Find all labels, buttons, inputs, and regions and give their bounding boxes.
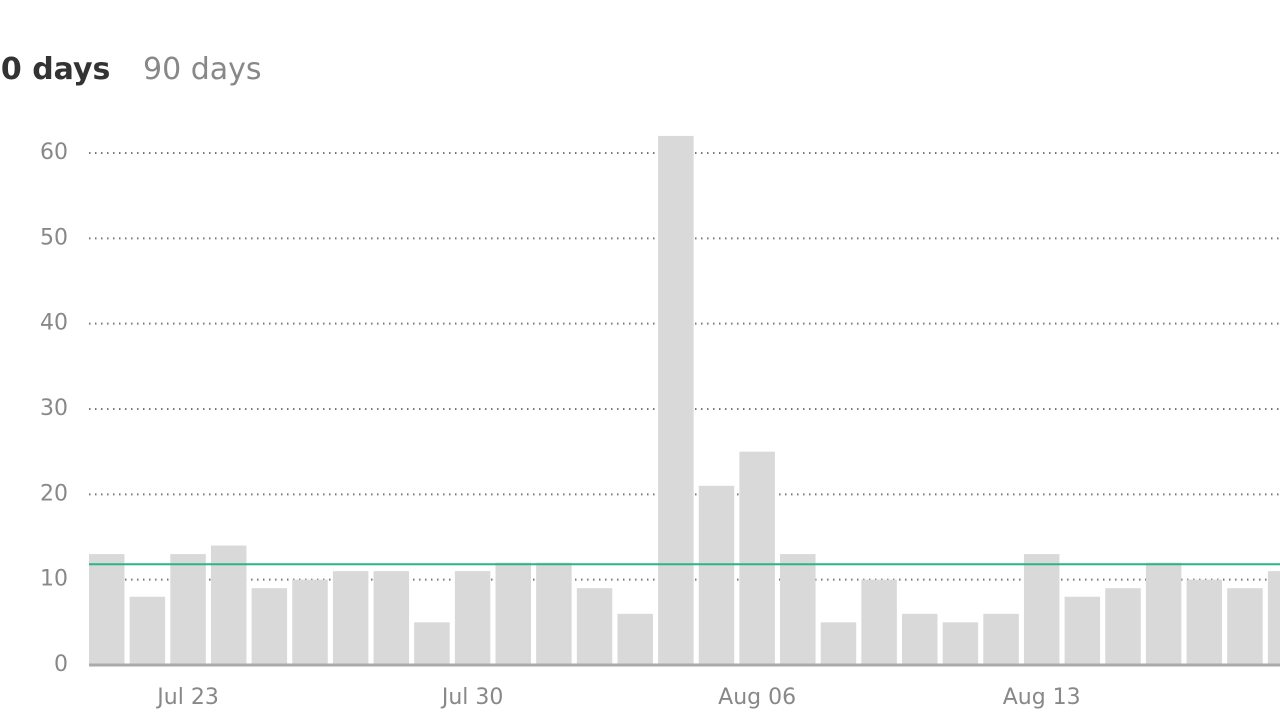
bar xyxy=(780,554,816,665)
bar xyxy=(373,571,410,665)
tab-90-days[interactable]: 90 days xyxy=(143,52,262,87)
bar xyxy=(1145,562,1182,665)
bar xyxy=(902,613,938,665)
bar xyxy=(251,588,288,665)
bar xyxy=(1267,571,1280,665)
bar xyxy=(89,554,125,665)
y-tick-label: 50 xyxy=(40,225,68,250)
bar xyxy=(576,588,613,665)
tab-30-days[interactable]: 30 days xyxy=(0,52,111,87)
x-tick-label: Aug 13 xyxy=(1003,685,1081,710)
x-tick-label: Jul 30 xyxy=(440,685,504,710)
bar xyxy=(658,135,694,665)
y-tick-label: 20 xyxy=(40,481,68,506)
bar xyxy=(739,451,775,665)
bar xyxy=(861,579,897,665)
bar xyxy=(332,571,369,665)
bar xyxy=(698,485,735,665)
bar xyxy=(1105,588,1141,665)
bar xyxy=(820,622,857,665)
bar xyxy=(454,571,491,665)
bar xyxy=(1064,596,1101,665)
bar xyxy=(129,596,166,665)
bar xyxy=(170,554,206,665)
x-tick-label: Jul 23 xyxy=(155,685,219,710)
bar xyxy=(1023,554,1060,665)
bar xyxy=(983,613,1019,665)
y-tick-label: 60 xyxy=(40,140,68,165)
y-tick-label: 40 xyxy=(40,311,68,336)
y-tick-label: 10 xyxy=(40,567,68,592)
bar xyxy=(536,562,572,665)
x-tick-label: Aug 06 xyxy=(718,685,796,710)
y-tick-label: 30 xyxy=(40,396,68,421)
bar xyxy=(942,622,979,665)
bar xyxy=(292,579,328,665)
y-tick-label: 0 xyxy=(54,652,68,677)
bar xyxy=(495,562,531,665)
bar xyxy=(1186,579,1223,665)
bar xyxy=(617,613,653,665)
bar xyxy=(414,622,450,665)
bar xyxy=(1227,588,1263,665)
bar xyxy=(210,545,247,665)
